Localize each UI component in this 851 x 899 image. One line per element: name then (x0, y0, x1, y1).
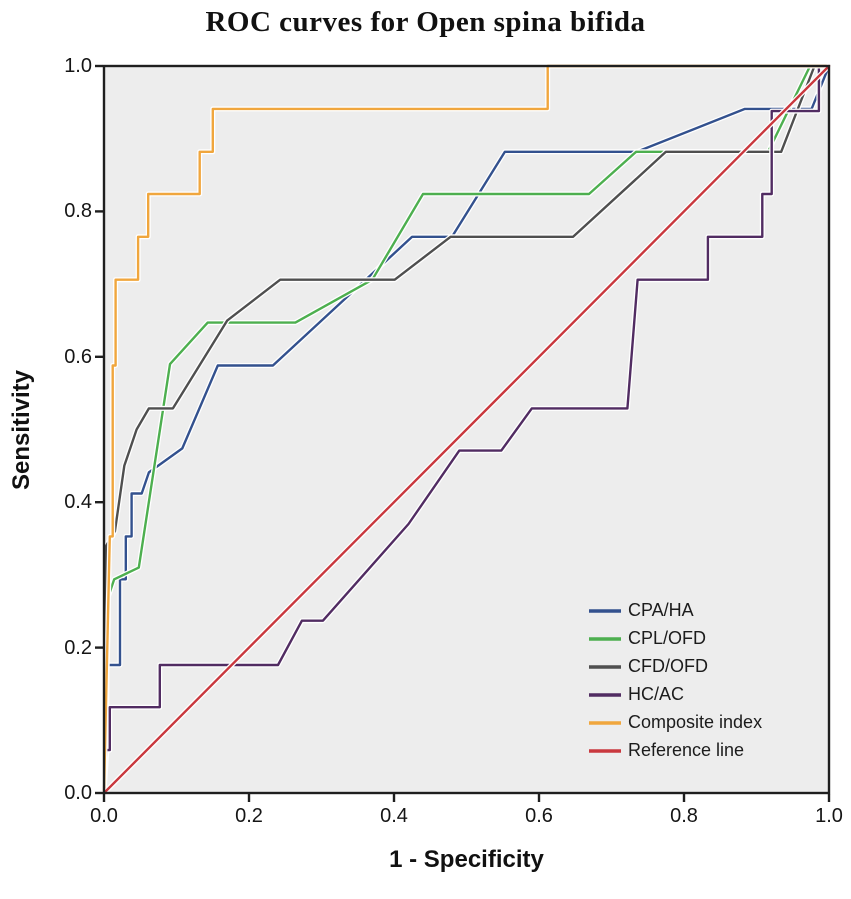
legend-swatch-cpa-ha (589, 608, 621, 613)
legend-label-cpl-ofd: CPL/OFD (628, 628, 707, 648)
y-tick-label: 0.6 (64, 345, 92, 368)
axes-frame (102, 64, 831, 795)
legend-item-cpa-ha: CPA/HA (588, 601, 762, 620)
x-axis-title: 1 - Specificity (389, 846, 544, 873)
y-tick-label: 0.0 (64, 782, 92, 804)
x-tick-label: 0.0 (90, 805, 118, 827)
legend-swatch-reference-line (589, 748, 621, 753)
x-tick-label: 0.2 (235, 805, 263, 827)
y-tick-label: 0.4 (64, 491, 92, 514)
legend-swatch-hc-ac (589, 692, 621, 697)
curve-cpa-ha (102, 64, 831, 795)
legend-label-composite-index: Composite index (628, 712, 763, 732)
curve-hc-ac (102, 64, 831, 795)
curve-composite-index (102, 64, 831, 795)
y-tick-label: 0.2 (64, 636, 92, 659)
legend-swatch-cfd-ofd (589, 664, 621, 669)
curve-reference-line (102, 64, 831, 795)
x-tick-label: 0.8 (670, 805, 698, 827)
x-tick-label: 0.6 (525, 805, 553, 827)
y-tick-label: 1.0 (64, 55, 92, 77)
legend-item-cfd-ofd: CFD/OFD (588, 657, 762, 676)
legend: CPA/HA CPL/OFD CFD/OFD HC/AC Composite index… (588, 601, 762, 760)
legend-item-cpl-ofd: CPL/OFD (588, 629, 762, 648)
legend-swatch-cpl-ofd (589, 636, 621, 641)
legend-item-composite-index: Composite index (588, 713, 762, 732)
chart-title: ROC curves for Open spina bifida (205, 6, 646, 38)
legend-label-cfd-ofd: CFD/OFD (628, 656, 708, 676)
legend-swatch-composite-index (589, 720, 621, 725)
x-tick-label: 0.4 (380, 805, 408, 827)
legend-label-cpa-ha: CPA/HA (628, 600, 694, 620)
legend-label-reference-line: Reference line (628, 740, 745, 760)
y-tick-label: 0.8 (64, 200, 92, 223)
y-axis-title: Sensitivity (8, 369, 35, 491)
legend-item-reference-line: Reference line (588, 741, 762, 760)
x-tick-label: 1.0 (815, 805, 843, 827)
legend-item-hc-ac: HC/AC (588, 685, 762, 704)
legend-label-hc-ac: HC/AC (628, 684, 685, 704)
